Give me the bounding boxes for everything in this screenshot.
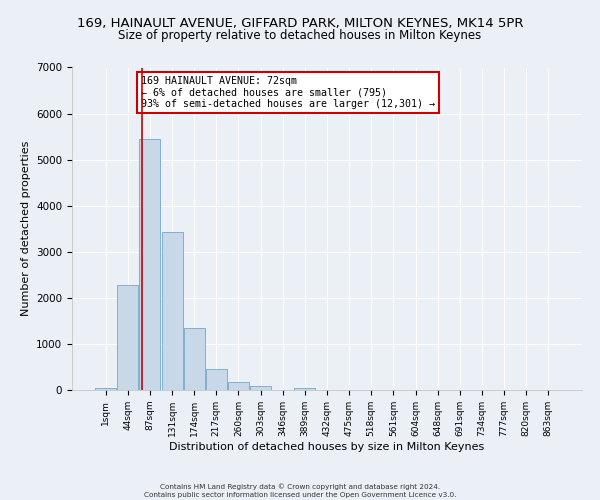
Bar [295, 388, 316, 390]
Bar [118, 286, 139, 390]
Bar [139, 139, 160, 390]
Bar [206, 370, 227, 390]
Text: 169 HAINAULT AVENUE: 72sqm
← 6% of detached houses are smaller (795)
93% of semi: 169 HAINAULT AVENUE: 72sqm ← 6% of detac… [141, 76, 435, 109]
Y-axis label: Number of detached properties: Number of detached properties [20, 141, 31, 316]
Bar [250, 386, 271, 390]
Text: Size of property relative to detached houses in Milton Keynes: Size of property relative to detached ho… [118, 29, 482, 42]
X-axis label: Distribution of detached houses by size in Milton Keynes: Distribution of detached houses by size … [169, 442, 485, 452]
Text: 169, HAINAULT AVENUE, GIFFARD PARK, MILTON KEYNES, MK14 5PR: 169, HAINAULT AVENUE, GIFFARD PARK, MILT… [77, 18, 523, 30]
Bar [228, 382, 249, 390]
Text: Contains HM Land Registry data © Crown copyright and database right 2024.
Contai: Contains HM Land Registry data © Crown c… [144, 484, 456, 498]
Bar [161, 232, 182, 390]
Bar [95, 388, 116, 390]
Bar [184, 328, 205, 390]
